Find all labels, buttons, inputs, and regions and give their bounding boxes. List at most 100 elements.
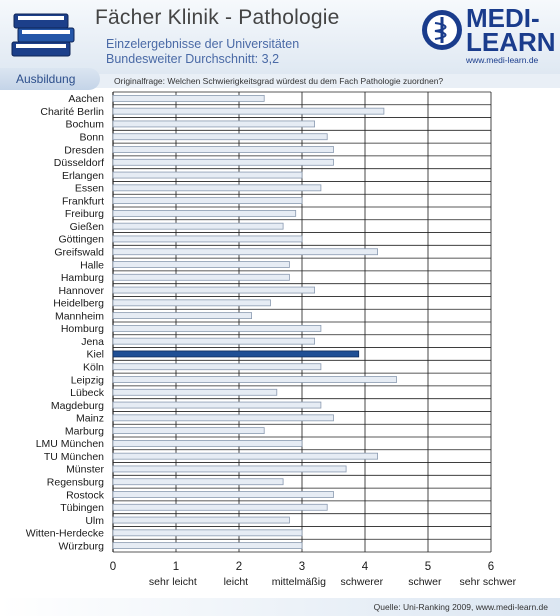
- category-label: Charité Berlin: [40, 106, 104, 118]
- tab-ausbildung[interactable]: Ausbildung: [0, 68, 100, 90]
- bar-greifswald: [112, 248, 379, 256]
- category-label: Heidelberg: [53, 298, 104, 310]
- bar-mainz: [112, 414, 334, 422]
- bar-charit-berlin: [112, 107, 385, 115]
- bar-essen: [112, 184, 322, 192]
- category-label: Tübingen: [60, 502, 104, 514]
- category-label: Rostock: [66, 489, 105, 501]
- category-label: Witten-Herdecke: [26, 528, 104, 540]
- category-label: Bonn: [79, 132, 104, 144]
- bar-köln: [112, 363, 322, 371]
- bar-tübingen: [112, 503, 328, 511]
- bar-kiel: [112, 350, 360, 358]
- verbal-label: sehr schwer: [460, 576, 517, 588]
- tick-label: 5: [425, 561, 431, 573]
- logo-text-line1: MEDI-: [466, 3, 540, 33]
- subtitle-line2: Bundesweiter Durchschnitt: 3,2: [106, 52, 336, 67]
- category-label: Frankfurt: [62, 195, 104, 207]
- bar-bochum: [112, 120, 316, 128]
- tick-label: 4: [362, 561, 369, 573]
- source-text: Quelle: Uni-Ranking 2009, www.medi-learn…: [373, 602, 548, 612]
- bar-rostock: [112, 491, 334, 498]
- tick-label: 1: [173, 561, 179, 573]
- category-label: Mainz: [76, 413, 104, 425]
- question-text: Originalfrage: Welchen Schwierigkeitsgra…: [114, 76, 444, 86]
- category-label: Regensburg: [47, 477, 104, 489]
- bar-lmu-münchen: [112, 439, 303, 447]
- bar-münster: [112, 465, 347, 473]
- bar-göttingen: [112, 235, 303, 243]
- bar-layer: [112, 94, 397, 550]
- bar-marburg: [112, 427, 265, 435]
- category-label: LMU München: [36, 438, 104, 450]
- bar-gießen: [112, 222, 284, 230]
- verbal-label: schwer: [408, 576, 442, 588]
- bar-witten-herdecke: [112, 529, 303, 537]
- category-label: Dresden: [64, 144, 104, 156]
- category-label: Magdeburg: [51, 400, 104, 412]
- average-prefix: Bundesweiter Durchschnitt:: [106, 52, 262, 66]
- tick-label: 2: [236, 561, 242, 573]
- bar-lübeck: [112, 388, 278, 396]
- verbal-label: sehr leicht: [149, 576, 197, 588]
- category-label: Greifswald: [54, 247, 104, 259]
- category-label: Freiburg: [65, 208, 104, 220]
- bar-magdeburg: [112, 401, 322, 409]
- category-label: Leipzig: [71, 374, 104, 386]
- category-label: Bochum: [65, 119, 104, 131]
- grid-layer: [112, 91, 492, 553]
- category-label: Düsseldorf: [54, 157, 104, 169]
- bar-halle: [112, 261, 290, 268]
- logo-text-line2: LEARN: [466, 27, 556, 57]
- category-label: Hamburg: [61, 272, 104, 284]
- category-label: Mannheim: [55, 310, 104, 322]
- category-label: Göttingen: [58, 234, 104, 246]
- bar-hannover: [112, 286, 316, 294]
- subtitle-line1: Einzelergebnisse der Universitäten: [106, 37, 300, 51]
- bar-mannheim: [112, 312, 253, 320]
- category-label: Gießen: [70, 221, 105, 233]
- bar-aachen: [112, 94, 265, 102]
- category-label: Würzburg: [58, 540, 104, 552]
- bar-würzburg: [112, 542, 303, 550]
- tick-label: 0: [110, 561, 116, 573]
- category-label: Münster: [66, 464, 104, 476]
- category-label: Essen: [75, 183, 104, 195]
- verbal-label: mittelmäßig: [272, 576, 326, 588]
- bar-homburg: [112, 324, 322, 332]
- bar-bonn: [112, 133, 328, 141]
- category-label: Halle: [80, 259, 104, 271]
- subtitle: Einzelergebnisse der Universitäten Bunde…: [106, 37, 336, 67]
- average-value: 3,2: [261, 52, 280, 66]
- bar-ulm: [112, 516, 290, 524]
- books-icon: [11, 13, 75, 57]
- logo-text: MEDI- LEARN: [466, 3, 556, 57]
- bar-frankfurt: [112, 197, 303, 205]
- bar-leipzig: [112, 376, 397, 383]
- category-label: TU München: [44, 451, 104, 463]
- category-label: Homburg: [61, 323, 104, 335]
- bar-heidelberg: [112, 299, 271, 307]
- category-label: Köln: [83, 362, 104, 374]
- bar-regensburg: [112, 478, 284, 486]
- category-label: Ulm: [85, 515, 104, 527]
- tick-label: 3: [299, 561, 305, 573]
- category-label: Hannover: [58, 285, 104, 297]
- bar-freiburg: [112, 209, 297, 217]
- page-title: Fächer Klinik - Pathologie: [95, 6, 340, 29]
- verbal-label: schwerer: [341, 576, 384, 588]
- category-label: Marburg: [65, 425, 104, 437]
- subheader-band: [0, 74, 560, 88]
- bar-dresden: [112, 146, 334, 153]
- bar-düsseldorf: [112, 158, 334, 166]
- tick-label: 6: [488, 561, 494, 573]
- header-band: [0, 0, 560, 74]
- bar-erlangen: [112, 171, 303, 179]
- category-label: Erlangen: [62, 170, 104, 182]
- bar-tu-münchen: [112, 452, 379, 460]
- bar-hamburg: [112, 273, 290, 281]
- category-label: Jena: [81, 336, 104, 348]
- verbal-label: leicht: [224, 576, 249, 588]
